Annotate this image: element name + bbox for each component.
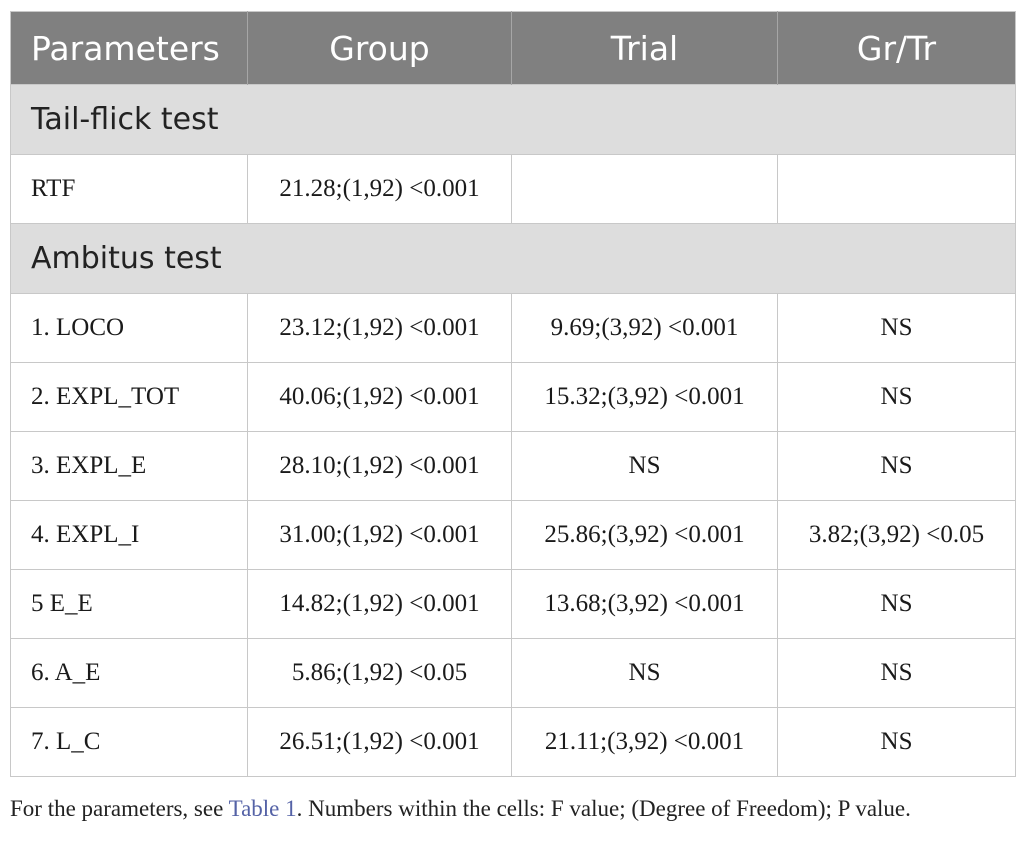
group-cell: 40.06;(1,92) <0.001 <box>248 363 512 432</box>
header-trial: Trial <box>512 12 778 85</box>
group-cell: 23.12;(1,92) <0.001 <box>248 294 512 363</box>
group-cell: 26.51;(1,92) <0.001 <box>248 708 512 777</box>
grtr-cell: NS <box>778 570 1016 639</box>
param-cell: 4. EXPL_I <box>11 501 248 570</box>
trial-cell: 25.86;(3,92) <0.001 <box>512 501 778 570</box>
group-cell: 14.82;(1,92) <0.001 <box>248 570 512 639</box>
table-row: RTF 21.28;(1,92) <0.001 <box>11 155 1016 224</box>
trial-cell: 15.32;(3,92) <0.001 <box>512 363 778 432</box>
section-title: Ambitus test <box>11 224 1016 294</box>
grtr-cell: NS <box>778 639 1016 708</box>
table-row: 1. LOCO 23.12;(1,92) <0.001 9.69;(3,92) … <box>11 294 1016 363</box>
results-table-container: Parameters Group Trial Gr/Tr Tail-flick … <box>10 11 1015 777</box>
table-1-link[interactable]: Table 1 <box>229 796 297 821</box>
param-cell: 3. EXPL_E <box>11 432 248 501</box>
group-cell: 21.28;(1,92) <0.001 <box>248 155 512 224</box>
footnote-text-after: . Numbers within the cells: F value; (De… <box>297 796 911 821</box>
header-group: Group <box>248 12 512 85</box>
section-row-ambitus: Ambitus test <box>11 224 1016 294</box>
param-cell: 2. EXPL_TOT <box>11 363 248 432</box>
group-cell: 31.00;(1,92) <0.001 <box>248 501 512 570</box>
trial-cell: 13.68;(3,92) <0.001 <box>512 570 778 639</box>
grtr-cell: NS <box>778 363 1016 432</box>
param-cell: 1. LOCO <box>11 294 248 363</box>
table-row: 5 E_E 14.82;(1,92) <0.001 13.68;(3,92) <… <box>11 570 1016 639</box>
table-footnote: For the parameters, see Table 1. Numbers… <box>10 793 1016 825</box>
trial-cell: NS <box>512 432 778 501</box>
section-title: Tail-flick test <box>11 85 1016 155</box>
table-row: 2. EXPL_TOT 40.06;(1,92) <0.001 15.32;(3… <box>11 363 1016 432</box>
header-parameters: Parameters <box>11 12 248 85</box>
header-row: Parameters Group Trial Gr/Tr <box>11 12 1016 85</box>
table-row: 4. EXPL_I 31.00;(1,92) <0.001 25.86;(3,9… <box>11 501 1016 570</box>
section-row-tail-flick: Tail-flick test <box>11 85 1016 155</box>
group-cell: 28.10;(1,92) <0.001 <box>248 432 512 501</box>
grtr-cell: 3.82;(3,92) <0.05 <box>778 501 1016 570</box>
table-row: 7. L_C 26.51;(1,92) <0.001 21.11;(3,92) … <box>11 708 1016 777</box>
trial-cell <box>512 155 778 224</box>
trial-cell: 9.69;(3,92) <0.001 <box>512 294 778 363</box>
table-row: 6. A_E 5.86;(1,92) <0.05 NS NS <box>11 639 1016 708</box>
results-table: Parameters Group Trial Gr/Tr Tail-flick … <box>10 11 1016 777</box>
table-row: 3. EXPL_E 28.10;(1,92) <0.001 NS NS <box>11 432 1016 501</box>
grtr-cell <box>778 155 1016 224</box>
footnote-text-before: For the parameters, see <box>10 796 229 821</box>
grtr-cell: NS <box>778 708 1016 777</box>
param-cell: RTF <box>11 155 248 224</box>
group-cell: 5.86;(1,92) <0.05 <box>248 639 512 708</box>
param-cell: 5 E_E <box>11 570 248 639</box>
header-gr-tr: Gr/Tr <box>778 12 1016 85</box>
trial-cell: 21.11;(3,92) <0.001 <box>512 708 778 777</box>
param-cell: 7. L_C <box>11 708 248 777</box>
trial-cell: NS <box>512 639 778 708</box>
grtr-cell: NS <box>778 432 1016 501</box>
grtr-cell: NS <box>778 294 1016 363</box>
param-cell: 6. A_E <box>11 639 248 708</box>
